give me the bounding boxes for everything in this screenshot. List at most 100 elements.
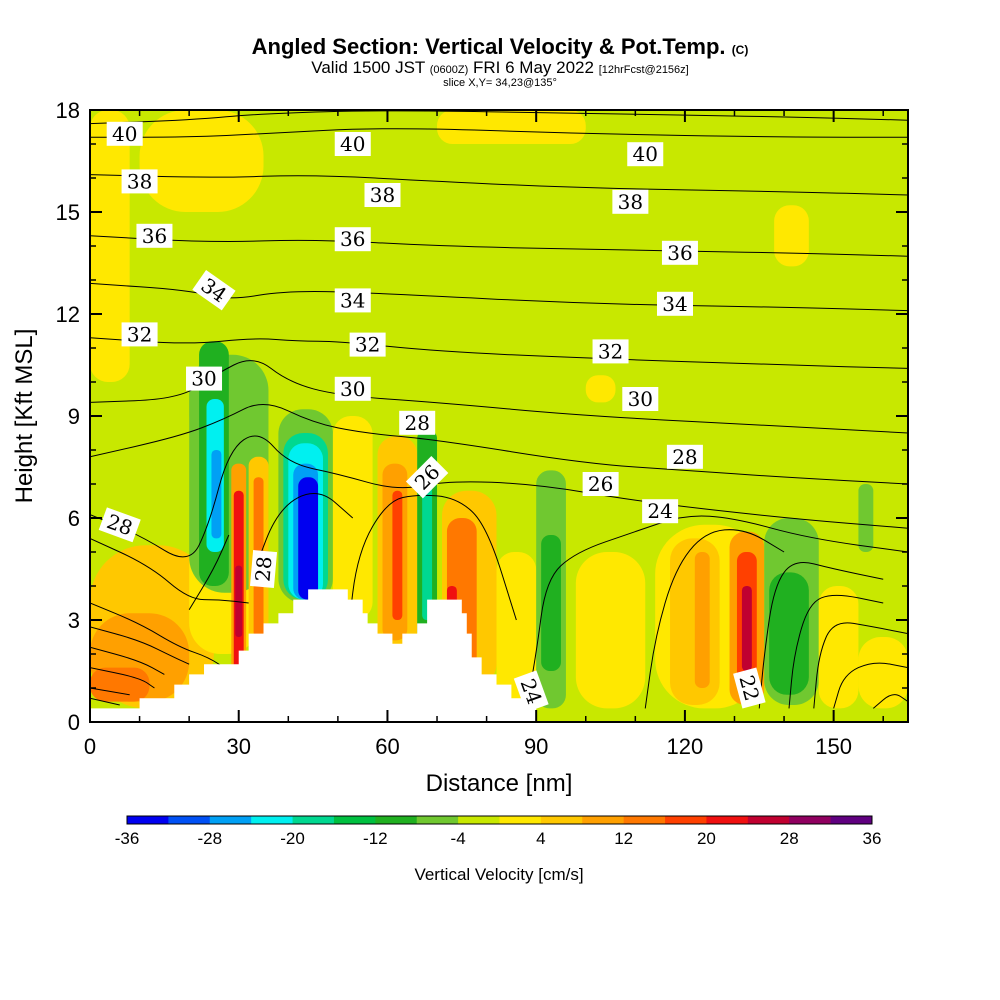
contour-label-box: [334, 227, 371, 252]
velocity-cell-45: [774, 205, 809, 267]
isentrope-22-19: [788, 594, 884, 709]
isentrope-22-11: [90, 602, 230, 672]
colorbar-swatch-16: [789, 816, 832, 824]
isentrope-22-17: [644, 529, 785, 709]
colorbar-swatch-4: [292, 816, 335, 824]
isentrope-22-22: [872, 694, 908, 709]
colorbar-tick-label-9: 36: [863, 829, 882, 848]
isentrope-22-13: [90, 646, 165, 675]
colorbar-tick-label-7: 20: [697, 829, 716, 848]
isentrope-22-21: [833, 662, 908, 709]
subtitle-zulu: (0600Z): [429, 64, 469, 76]
contour-label-box: [399, 410, 436, 435]
velocity-cell-41: [769, 572, 809, 695]
contour-label-text: 36: [667, 241, 692, 265]
contour-label-box: [106, 121, 143, 146]
contour-label-38-3: 38: [121, 169, 158, 194]
isentrope-22-20: [813, 622, 908, 709]
velocity-cell-43: [858, 637, 908, 709]
isentrope-22-18: [758, 562, 884, 709]
x-tick-label-30: 30: [226, 734, 250, 759]
vertical-velocity-field: [90, 110, 908, 722]
isentrope-22-14: [90, 667, 155, 689]
contour-label-box: [334, 288, 371, 313]
colorbar: -36 -28 -20 -12 -4 4 12 20 28 36: [115, 815, 882, 848]
x-tick-label-120: 120: [667, 734, 704, 759]
colorbar-swatch-7: [416, 816, 459, 824]
contour-label-box: [513, 670, 549, 713]
colorbar-tick-label-4: -4: [451, 829, 466, 848]
title-unit-tag: (C): [731, 43, 749, 57]
contour-label-28-21: 28: [249, 550, 278, 588]
title-text: Angled Section: Vertical Velocity & Pot.…: [251, 34, 726, 59]
velocity-cell-24: [392, 490, 403, 620]
y-axis-title: Height [Kft MSL]: [11, 329, 38, 504]
isentrope-26-24: [347, 494, 517, 634]
colorbar-swatch-6: [375, 816, 418, 824]
contour-label-box: [186, 366, 223, 391]
y-tick-label-9: 9: [68, 404, 80, 429]
contour-label-36-6: 36: [136, 223, 173, 248]
contour-label-text: 32: [127, 322, 152, 346]
contour-label-24-25: 24: [513, 670, 549, 713]
velocity-cell-46: [858, 484, 874, 552]
colorbar-tick-label-6: 12: [614, 829, 633, 848]
contour-label-box: [136, 223, 173, 248]
contour-label-box: [582, 472, 619, 496]
x-tick-label-150: 150: [815, 734, 852, 759]
subtitle-valid: Valid 1500 JST: [311, 58, 425, 77]
contour-label-text: 28: [672, 445, 697, 469]
colorbar-tick-label-0: -36: [115, 829, 140, 848]
colorbar-swatch-8: [458, 816, 500, 824]
colorbar-swatch-3: [251, 816, 294, 824]
colorbar-swatch-14: [706, 816, 749, 824]
colorbar-swatch-2: [209, 816, 252, 824]
contour-label-40-0: 40: [106, 121, 143, 146]
contour-label-30-15: 30: [186, 366, 223, 391]
contour-label-38-5: 38: [612, 189, 649, 214]
velocity-cell-39: [741, 586, 752, 671]
isentrope-38-2: [90, 174, 908, 196]
chart-title: Angled Section: Vertical Velocity & Pot.…: [0, 34, 1000, 60]
x-axis-title: Distance [nm]: [426, 770, 573, 797]
colorbar-title: Vertical Velocity [cm/s]: [414, 865, 583, 884]
contour-label-box: [405, 455, 449, 499]
contour-label-40-1: 40: [334, 132, 371, 156]
velocity-cell-26: [422, 484, 433, 620]
contour-label-text: 38: [127, 169, 152, 193]
contour-label-text: 36: [340, 227, 365, 251]
subtitle-date: FRI 6 May 2022: [473, 58, 594, 77]
colorbar-tick-label-3: -12: [363, 829, 388, 848]
colorbar-tick-label-8: 28: [780, 829, 799, 848]
contour-label-26-23: 26: [582, 472, 619, 496]
velocity-cell-32: [541, 535, 561, 671]
x-tick-label-60: 60: [375, 734, 399, 759]
contour-label-text: 38: [370, 183, 395, 207]
contour-label-32-12: 32: [121, 322, 158, 347]
velocity-cell-13: [235, 565, 243, 637]
contour-label-text: 30: [628, 387, 653, 411]
colorbar-swatch-13: [665, 816, 707, 824]
contour-label-box: [121, 169, 158, 194]
isentrope-26-8: [90, 435, 908, 558]
contour-label-text: 40: [633, 142, 658, 166]
chart-subtitle: Valid 1500 JST (0600Z) FRI 6 May 2022 [1…: [0, 59, 1000, 79]
y-tick-label-6: 6: [68, 506, 80, 531]
contour-label-box: [334, 376, 371, 401]
colorbar-swatch-9: [499, 816, 542, 824]
colorbar-swatch-10: [540, 816, 583, 824]
colorbar-frame: [126, 815, 873, 825]
contour-label-box: [349, 332, 386, 357]
contour-label-text: 34: [662, 292, 687, 316]
colorbar-tick-label-1: -28: [197, 829, 222, 848]
colorbar-swatch-11: [582, 816, 625, 824]
colorbar-swatch-15: [747, 816, 790, 824]
velocity-cell-20: [298, 477, 319, 600]
velocity-cell-36: [694, 552, 710, 688]
isentrope-30-6: [90, 360, 908, 434]
contour-label-text: 32: [355, 333, 380, 357]
contour-label-box: [192, 270, 236, 311]
contour-label-box: [334, 132, 371, 156]
